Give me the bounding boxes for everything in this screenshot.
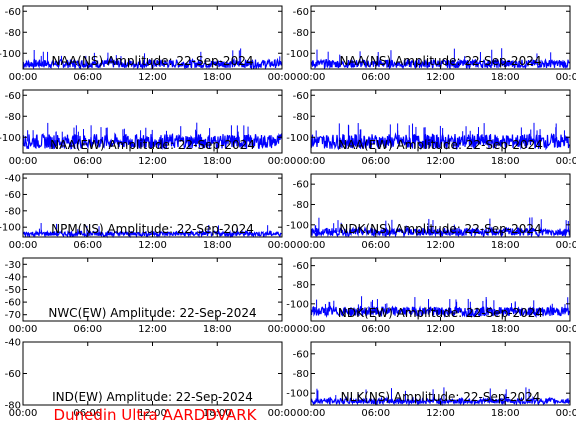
station-footer: Dunedin Ultra AARDDVARK — [53, 406, 257, 424]
y-tick-label: -100 — [0, 49, 21, 60]
x-tick-label: 12:00 — [426, 408, 455, 419]
x-tick-label: 12:00 — [138, 156, 167, 167]
y-tick-label: -40 — [5, 174, 21, 185]
y-tick-label: -60 — [5, 369, 21, 380]
y-tick-label: -40 — [5, 272, 21, 283]
y-tick-label: -80 — [293, 280, 309, 291]
y-tick-label: -100 — [286, 49, 309, 60]
x-tick-label: 12:00 — [138, 240, 167, 251]
y-tick-label: -80 — [5, 206, 21, 217]
x-tick-label: 18:00 — [203, 72, 232, 83]
chart-title: NDK(EW) Amplitude: 22-Sep-2024 — [338, 306, 543, 320]
x-tick-label: 00:00 — [297, 72, 326, 83]
x-tick-label: 00:00 — [556, 72, 576, 83]
y-tick-label: -60 — [5, 298, 21, 309]
x-tick-label: 12:00 — [138, 324, 167, 335]
x-tick-label: 06:00 — [73, 240, 102, 251]
y-tick-label: -80 — [5, 28, 21, 39]
y-tick-label: -30 — [5, 260, 21, 271]
x-tick-label: 12:00 — [138, 72, 167, 83]
chart-title: NAA(EW) Amplitude: 22-Sep-2024 — [50, 138, 255, 152]
y-tick-label: -70 — [5, 310, 21, 321]
x-tick-label: 18:00 — [203, 324, 232, 335]
y-tick-label: -80 — [293, 28, 309, 39]
x-tick-label: 00:00 — [556, 240, 576, 251]
chart-title: NAA(NS) Amplitude: 22-Sep-2024 — [340, 54, 542, 68]
x-tick-label: 12:00 — [138, 408, 167, 419]
x-tick-label: 00:00 — [556, 324, 576, 335]
chart-title: NDK(NS) Amplitude: 22-Sep-2024 — [339, 222, 541, 236]
chart-title: NPM(NS) Amplitude: 22-Sep-2024 — [51, 222, 254, 236]
y-tick-label: -60 — [5, 190, 21, 201]
x-tick-label: 00:00 — [268, 72, 297, 83]
y-tick-label: -100 — [0, 223, 21, 234]
x-tick-label: 00:00 — [268, 240, 297, 251]
y-tick-label: -80 — [5, 112, 21, 123]
x-tick-label: 12:00 — [426, 240, 455, 251]
x-tick-label: 18:00 — [491, 324, 520, 335]
x-tick-label: 06:00 — [361, 156, 390, 167]
x-tick-label: 06:00 — [361, 324, 390, 335]
x-tick-label: 18:00 — [491, 240, 520, 251]
y-tick-label: -80 — [5, 401, 21, 412]
x-tick-label: 00:00 — [268, 156, 297, 167]
x-tick-label: 18:00 — [491, 156, 520, 167]
x-tick-label: 00:00 — [9, 72, 38, 83]
x-tick-label: 00:00 — [268, 408, 297, 419]
x-tick-label: 06:00 — [73, 408, 102, 419]
x-tick-label: 12:00 — [426, 72, 455, 83]
x-tick-label: 18:00 — [491, 408, 520, 419]
y-tick-label: -60 — [293, 349, 309, 360]
x-tick-label: 06:00 — [361, 240, 390, 251]
x-tick-label: 00:00 — [9, 408, 38, 419]
x-tick-label: 00:00 — [297, 240, 326, 251]
y-tick-label: -60 — [5, 7, 21, 18]
y-tick-label: -60 — [293, 7, 309, 18]
y-tick-label: -100 — [286, 133, 309, 144]
chart-title: NAA(EW) Amplitude: 22-Sep-2024 — [338, 138, 543, 152]
x-tick-label: 18:00 — [203, 408, 232, 419]
x-tick-label: 18:00 — [203, 240, 232, 251]
amplitude-trace — [310, 304, 570, 319]
x-tick-label: 00:00 — [9, 156, 38, 167]
x-tick-label: 00:00 — [297, 156, 326, 167]
x-tick-label: 00:00 — [297, 324, 326, 335]
x-tick-label: 18:00 — [491, 72, 520, 83]
y-tick-label: -100 — [286, 389, 309, 400]
x-tick-label: 06:00 — [73, 156, 102, 167]
chart-title: NAA(NS) Amplitude: 22-Sep-2024 — [52, 54, 254, 68]
y-tick-label: -80 — [293, 112, 309, 123]
y-tick-label: -100 — [286, 299, 309, 310]
x-tick-label: 12:00 — [426, 156, 455, 167]
x-tick-label: 00:00 — [556, 156, 576, 167]
x-tick-label: 06:00 — [361, 408, 390, 419]
x-tick-label: 00:00 — [297, 408, 326, 419]
x-tick-label: 06:00 — [73, 72, 102, 83]
amplitude-trace — [310, 132, 571, 151]
y-tick-label: -100 — [286, 220, 309, 231]
amplitude-trace — [310, 225, 571, 238]
x-tick-label: 00:00 — [556, 408, 576, 419]
x-tick-label: 00:00 — [9, 240, 38, 251]
y-tick-label: -60 — [5, 91, 21, 102]
x-tick-label: 00:00 — [268, 324, 297, 335]
x-tick-label: 00:00 — [9, 324, 38, 335]
y-tick-label: -80 — [293, 200, 309, 211]
y-tick-label: -60 — [293, 91, 309, 102]
y-tick-label: -50 — [5, 285, 21, 296]
x-tick-label: 18:00 — [203, 156, 232, 167]
y-tick-label: -60 — [293, 261, 309, 272]
chart-title: NLK(NS) Amplitude: 22-Sep-2024 — [341, 390, 541, 404]
y-tick-label: -60 — [293, 180, 309, 191]
y-tick-label: -40 — [5, 338, 21, 349]
x-tick-label: 06:00 — [361, 72, 390, 83]
x-tick-label: 06:00 — [73, 324, 102, 335]
y-tick-label: -80 — [293, 369, 309, 380]
chart-title: IND(EW) Amplitude: 22-Sep-2024 — [52, 390, 253, 404]
chart-title: NWC(EW) Amplitude: 22-Sep-2024 — [48, 306, 256, 320]
y-tick-label: -100 — [0, 133, 21, 144]
x-tick-label: 12:00 — [426, 324, 455, 335]
